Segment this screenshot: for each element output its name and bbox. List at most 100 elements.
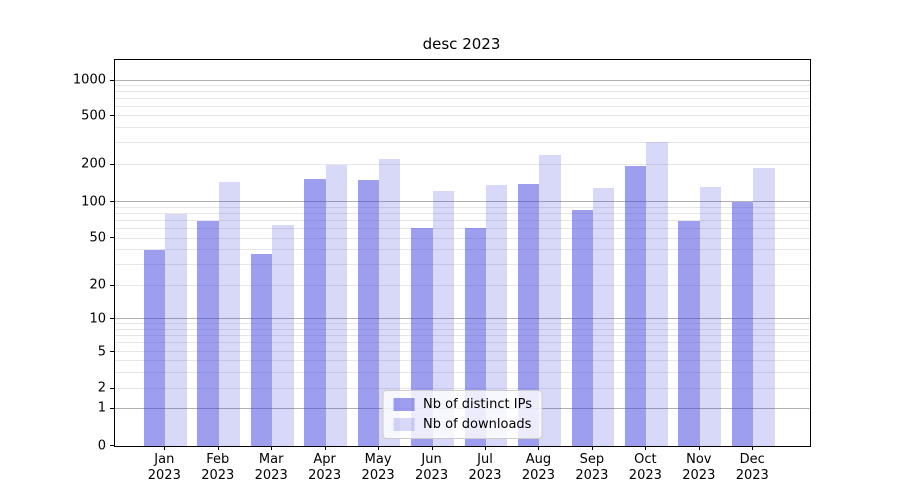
bar-downloads-nov-2023 bbox=[699, 186, 722, 446]
bar-distinct-ips-nov-2023 bbox=[678, 220, 700, 446]
bar-distinct-ips-oct-2023 bbox=[624, 165, 647, 446]
bar-downloads-may-2023 bbox=[379, 158, 401, 446]
y-tick-label-2: 2 bbox=[97, 380, 106, 396]
gridline-y-80 bbox=[115, 212, 810, 214]
x-tick-label-nov-2023: Nov 2023 bbox=[682, 452, 716, 483]
bar-distinct-ips-apr-2023 bbox=[304, 179, 326, 446]
x-tick-aug bbox=[538, 446, 540, 450]
legend-item-downloads: Nb of downloads bbox=[393, 417, 532, 432]
bar-downloads-oct-2023 bbox=[646, 141, 668, 446]
bar-downloads-apr-2023 bbox=[325, 165, 348, 446]
legend-swatch-distinct-ips bbox=[393, 398, 415, 411]
gridline-y-900 bbox=[115, 85, 810, 87]
y-tick-label-10: 10 bbox=[89, 311, 106, 326]
bar-downloads-feb-2023 bbox=[218, 182, 241, 446]
gridline-y-800 bbox=[115, 91, 810, 93]
y-tick-label-1000: 1000 bbox=[72, 72, 106, 88]
bar-distinct-ips-sep-2023 bbox=[571, 209, 593, 446]
y-tick-5 bbox=[110, 351, 114, 352]
gridline-y-100 bbox=[115, 201, 810, 203]
gridline-y-600 bbox=[115, 105, 810, 107]
x-tick-label-dec-2023: Dec 2023 bbox=[735, 452, 769, 483]
gridline-y-70 bbox=[115, 219, 810, 221]
gridline-y-30 bbox=[115, 263, 810, 265]
y-tick-20 bbox=[110, 284, 114, 286]
y-tick-50 bbox=[110, 237, 114, 239]
x-tick-label-jul-2023: Jul 2023 bbox=[468, 452, 502, 483]
x-tick-apr bbox=[324, 446, 326, 450]
gridline-y-300 bbox=[115, 142, 810, 144]
x-tick-label-may-2023: May 2023 bbox=[361, 452, 395, 483]
gridline-y-8 bbox=[115, 328, 810, 330]
bar-distinct-ips-aug-2023 bbox=[518, 184, 540, 446]
y-tick-1 bbox=[110, 407, 114, 409]
x-tick-oct bbox=[645, 446, 647, 450]
y-tick-500 bbox=[110, 115, 114, 116]
y-tick-label-1: 1 bbox=[97, 400, 106, 416]
bar-downloads-sep-2023 bbox=[592, 188, 615, 446]
bar-downloads-jun-2023 bbox=[432, 190, 454, 446]
gridline-y-3 bbox=[115, 371, 810, 373]
x-tick-label-feb-2023: Feb 2023 bbox=[201, 452, 235, 483]
x-tick-may bbox=[378, 446, 380, 450]
gridline-y-90 bbox=[115, 206, 810, 208]
x-tick-sep bbox=[591, 446, 593, 450]
gridline-y-6 bbox=[115, 342, 810, 344]
plot-area: Nb of distinct IPs Nb of downloads bbox=[114, 59, 811, 447]
gridline-y-1000 bbox=[115, 80, 810, 81]
x-tick-label-jun-2023: Jun 2023 bbox=[415, 452, 449, 483]
legend-swatch-downloads bbox=[393, 418, 415, 431]
legend-label-distinct-ips: Nb of distinct IPs bbox=[423, 397, 532, 412]
x-tick-mar bbox=[271, 446, 273, 450]
y-tick-label-0: 0 bbox=[97, 438, 106, 453]
gridline-y-4 bbox=[115, 360, 810, 362]
gridline-y-700 bbox=[115, 98, 810, 100]
bar-downloads-jan-2023 bbox=[165, 213, 187, 446]
gridline-y-40 bbox=[115, 248, 810, 250]
x-tick-jan bbox=[164, 446, 166, 450]
gridline-y-2 bbox=[115, 388, 810, 389]
y-tick-label-200: 200 bbox=[81, 156, 106, 172]
chart-title: desc 2023 bbox=[422, 35, 501, 53]
gridline-y-50 bbox=[115, 237, 810, 239]
bar-downloads-mar-2023 bbox=[272, 224, 294, 446]
bar-distinct-ips-feb-2023 bbox=[197, 220, 219, 446]
y-tick-200 bbox=[110, 163, 114, 165]
y-tick-label-100: 100 bbox=[81, 194, 106, 209]
bar-downloads-jul-2023 bbox=[486, 184, 508, 446]
y-tick-10 bbox=[110, 318, 114, 319]
x-tick-feb bbox=[217, 446, 219, 450]
bar-downloads-dec-2023 bbox=[753, 167, 775, 446]
x-tick-label-aug-2023: Aug 2023 bbox=[521, 452, 555, 483]
y-tick-0 bbox=[110, 445, 114, 446]
bar-distinct-ips-jan-2023 bbox=[143, 249, 166, 446]
bar-distinct-ips-may-2023 bbox=[357, 180, 380, 446]
x-tick-jul bbox=[485, 446, 486, 450]
x-tick-nov bbox=[698, 446, 700, 450]
legend: Nb of distinct IPs Nb of downloads bbox=[382, 390, 543, 439]
x-tick-label-jan-2023: Jan 2023 bbox=[147, 452, 181, 483]
gridline-y-10 bbox=[115, 318, 810, 320]
x-tick-label-apr-2023: Apr 2023 bbox=[308, 452, 342, 483]
gridline-y-60 bbox=[115, 227, 810, 229]
y-tick-2 bbox=[110, 387, 114, 389]
bar-downloads-aug-2023 bbox=[539, 154, 561, 446]
y-tick-label-500: 500 bbox=[81, 108, 106, 123]
x-tick-jun bbox=[431, 446, 433, 450]
y-tick-label-20: 20 bbox=[89, 277, 106, 293]
x-tick-label-mar-2023: Mar 2023 bbox=[254, 452, 288, 483]
legend-item-distinct-ips: Nb of distinct IPs bbox=[393, 397, 532, 412]
y-tick-100 bbox=[110, 201, 114, 202]
gridline-y-7 bbox=[115, 335, 810, 336]
y-tick-label-50: 50 bbox=[89, 230, 106, 246]
gridline-y-5 bbox=[115, 351, 810, 353]
gridline-y-500 bbox=[115, 115, 810, 117]
gridline-y-9 bbox=[115, 323, 810, 325]
gridline-y-400 bbox=[115, 126, 810, 128]
y-tick-1000 bbox=[110, 79, 114, 81]
x-tick-dec bbox=[752, 446, 754, 450]
x-tick-label-oct-2023: Oct 2023 bbox=[628, 452, 662, 483]
legend-label-downloads: Nb of downloads bbox=[423, 417, 532, 432]
bar-distinct-ips-dec-2023 bbox=[731, 202, 754, 446]
